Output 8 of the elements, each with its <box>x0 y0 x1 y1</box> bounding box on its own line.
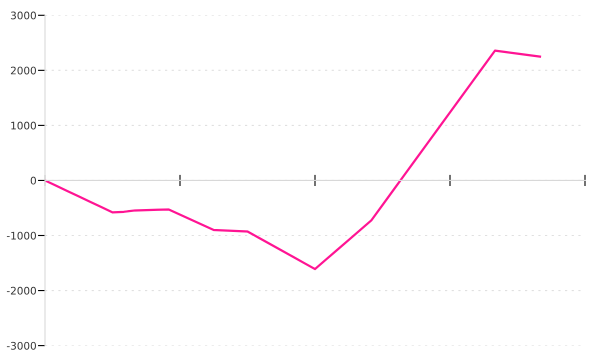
line-series <box>45 50 542 270</box>
y-tick-label: -1000 <box>6 232 36 240</box>
y-tick-label: -3000 <box>6 342 36 350</box>
y-tick-label: 2000 <box>10 66 36 74</box>
y-tick-label: 0 <box>30 176 36 185</box>
y-tick-label: -2000 <box>6 286 36 295</box>
y-tick-label: 1000 <box>11 122 36 130</box>
y-tick-label: 3000 <box>10 12 36 20</box>
